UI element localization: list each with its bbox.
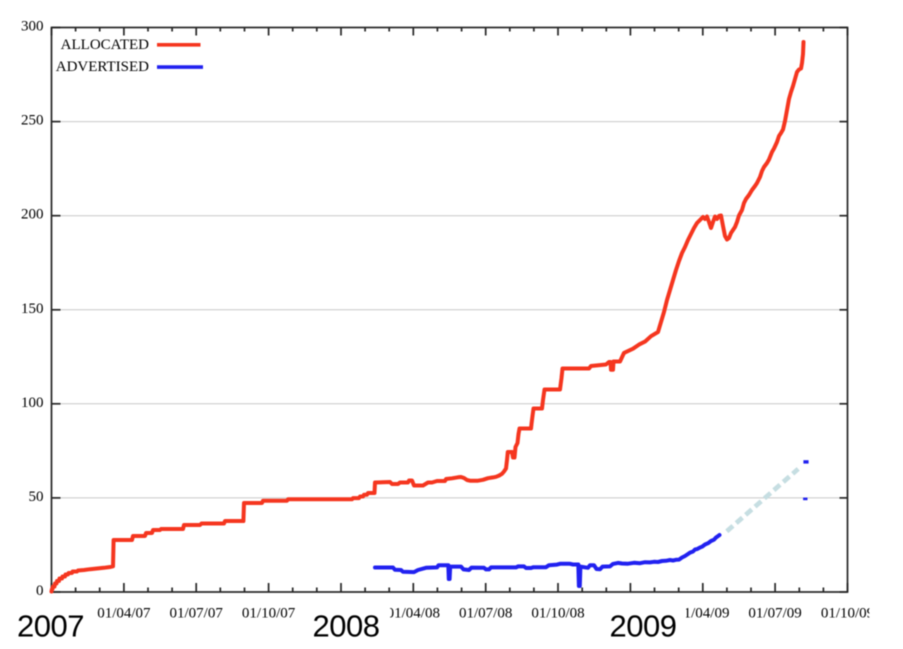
svg-text:ALLOCATED: ALLOCATED: [61, 37, 149, 53]
svg-text:100: 100: [21, 395, 44, 411]
svg-text:ADVERTISED: ADVERTISED: [56, 59, 149, 75]
svg-text:01/10/09: 01/10/09: [821, 606, 874, 622]
svg-text:2007: 2007: [17, 609, 84, 644]
svg-text:0: 0: [36, 583, 44, 599]
svg-text:01/04/09: 01/04/09: [676, 606, 729, 622]
svg-text:01/07/08: 01/07/08: [459, 606, 512, 622]
svg-text:01/10/08: 01/10/08: [531, 606, 584, 622]
svg-text:50: 50: [29, 489, 44, 505]
svg-text:01/04/08: 01/04/08: [387, 606, 440, 622]
svg-text:01/04/07: 01/04/07: [97, 606, 151, 622]
svg-text:300: 300: [21, 19, 44, 35]
svg-text:01/07/07: 01/07/07: [170, 606, 224, 622]
svg-text:250: 250: [21, 113, 44, 129]
svg-text:200: 200: [21, 207, 44, 223]
svg-text:150: 150: [21, 301, 44, 317]
svg-text:2009: 2009: [610, 609, 677, 644]
svg-text:01/10/07: 01/10/07: [242, 606, 296, 622]
svg-text:01/07/09: 01/07/09: [748, 606, 801, 622]
svg-text:2008: 2008: [313, 609, 380, 644]
